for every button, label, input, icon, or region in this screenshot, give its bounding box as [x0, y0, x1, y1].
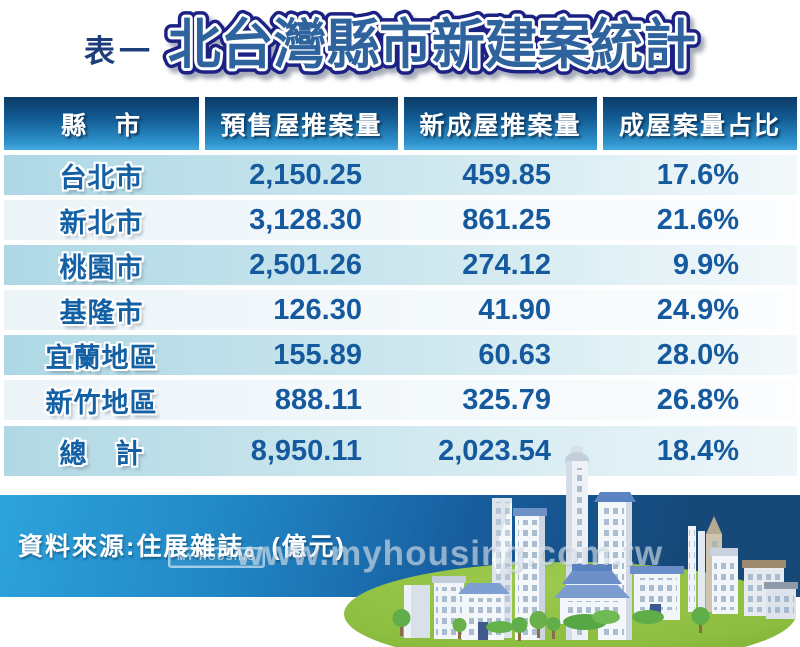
trees [392, 607, 710, 641]
presale-value: 155.89 [273, 338, 362, 371]
table-row-taoyuan: 桃園市 2,501.26 274.12 9.9% [4, 245, 797, 285]
completed-value: 325.79 [462, 383, 551, 416]
ratio-value: 28.0% [656, 338, 739, 371]
watermark-logo: MY HOUSING [168, 547, 266, 568]
bushes [486, 610, 664, 633]
page-title: 北台灣縣市新建案統計 北台灣縣市新建案統計 [162, 9, 703, 82]
county-name: 總 計 [59, 438, 144, 469]
ratio-value: 21.6% [656, 203, 739, 236]
table-row-total: 總 計 8,950.11 2,023.54 18.4% [4, 426, 797, 476]
completed-value: 861.25 [462, 203, 551, 236]
county-name: 宜蘭地區 [45, 342, 158, 373]
ratio-value: 9.9% [672, 248, 739, 281]
table-row-keelung: 基隆市 126.30 41.90 24.9% [4, 290, 797, 330]
completed-value: 459.85 [462, 158, 551, 191]
column-header-completed: 新成屋推案量 [398, 97, 597, 150]
page-title-outline: 北台灣縣市新建案統計 [168, 15, 696, 75]
presale-value: 3,128.30 [249, 203, 362, 236]
cityscape-illustration [344, 446, 798, 647]
table-number-label: 表一 [84, 34, 154, 69]
ratio-value: 18.4% [656, 434, 739, 467]
ratio-value: 26.8% [656, 383, 739, 416]
presale-value: 2,501.26 [249, 248, 362, 281]
county-name: 基隆市 [59, 297, 144, 328]
completed-value: 41.90 [478, 293, 551, 326]
table-row-taipei: 台北市 2,150.25 459.85 17.6% [4, 155, 797, 195]
county-name: 新北市 [59, 207, 144, 238]
building-white-mid-right [710, 548, 738, 614]
completed-value: 2,023.54 [438, 434, 551, 467]
page-title-text: 北台灣縣市新建案統計 [168, 15, 696, 75]
table-row-hsinchu: 新竹地區 888.11 325.79 26.8% [4, 380, 797, 420]
presale-value: 888.11 [274, 383, 362, 416]
county-name: 桃園市 [59, 252, 144, 283]
column-header-county: 縣 市 [4, 97, 199, 150]
county-name: 新竹地區 [45, 387, 158, 418]
county-name: 台北市 [59, 162, 144, 193]
building-small-blue-roof [458, 583, 510, 640]
presale-value: 8,950.11 [250, 434, 362, 467]
ratio-value: 24.9% [656, 293, 739, 326]
completed-value: 60.63 [478, 338, 551, 371]
completed-value: 274.12 [462, 248, 551, 281]
building-twin-towers [688, 526, 705, 612]
table-row-newtaipei: 新北市 3,128.30 861.25 21.6% [4, 200, 797, 240]
presale-value: 126.30 [273, 293, 362, 326]
column-header-presale: 預售屋推案量 [199, 97, 398, 150]
building-small-far-right [764, 582, 798, 619]
stats-table: 縣 市 預售屋推案量 新成屋推案量 成屋案量占比 台北市 2,150.25 45… [4, 97, 797, 476]
building-plain-left [404, 585, 430, 638]
ratio-value: 17.6% [656, 158, 739, 191]
watermark-url: www.myhousing.com.tw [236, 534, 664, 573]
presale-value: 2,150.25 [249, 158, 362, 191]
header-row: 縣 市 預售屋推案量 新成屋推案量 成屋案量占比 [4, 97, 797, 150]
column-header-ratio: 成屋案量占比 [597, 97, 797, 150]
table-row-yilan: 宜蘭地區 155.89 60.63 28.0% [4, 335, 797, 375]
